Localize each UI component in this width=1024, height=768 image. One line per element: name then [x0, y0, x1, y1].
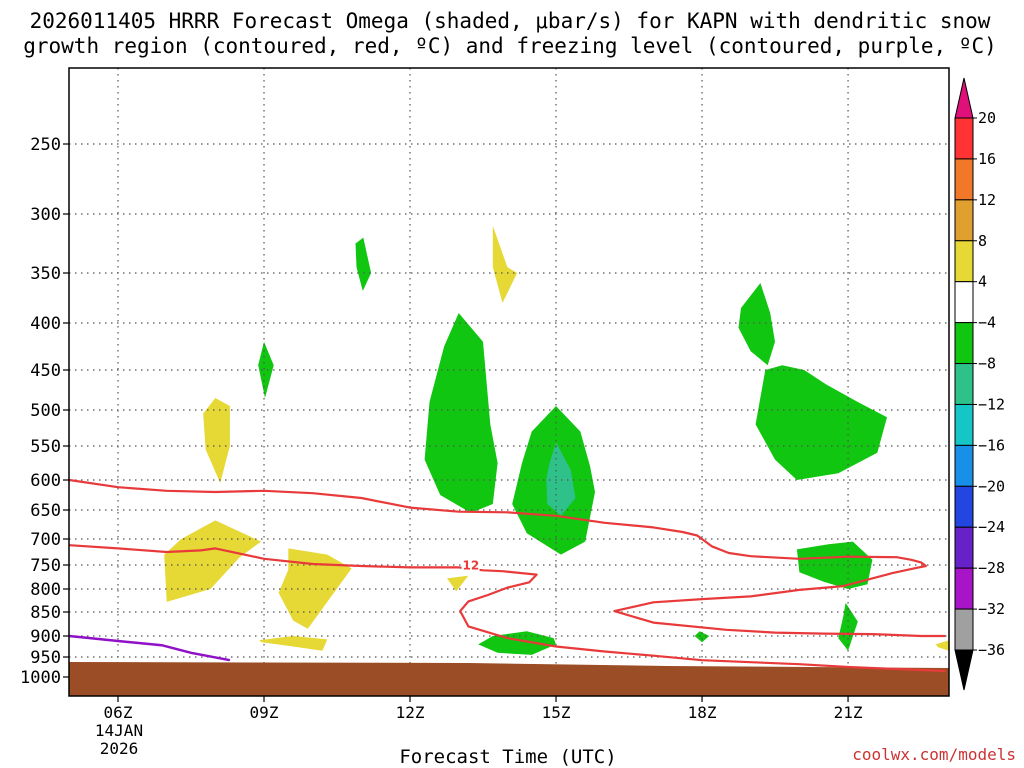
- colorbar-bin-10: [954, 526, 974, 569]
- colorbar-under-triangle: [954, 649, 974, 691]
- colorbar-bin-6: [954, 363, 974, 405]
- colorbar-over-triangle: [954, 77, 974, 119]
- colorbar: [954, 77, 974, 691]
- y-tick-label-850: 850: [30, 603, 61, 623]
- colorbar-bin-1: [954, 158, 974, 201]
- x-tick-label-21Z: 21Z: [834, 703, 863, 722]
- colorbar-label-8: −16: [978, 436, 1005, 454]
- dgz-contour-1: [69, 544, 946, 673]
- date-label-day: 14JAN: [95, 721, 143, 740]
- plot-area: 12: [68, 67, 950, 697]
- y-tick-label-600: 600: [30, 471, 61, 491]
- omega-region-1: [258, 341, 274, 398]
- colorbar-bin-2: [954, 199, 974, 242]
- omega-region-17: [935, 640, 949, 651]
- colorbar-label-2: 12: [978, 191, 996, 209]
- freezing-level-contour: [69, 634, 231, 662]
- colorbar-bin-5: [954, 322, 974, 365]
- x-tick-label-12Z: 12Z: [396, 703, 425, 722]
- colorbar-bin-3: [954, 240, 974, 283]
- y-tick-label-950: 950: [30, 648, 61, 668]
- omega-region-16: [447, 575, 469, 592]
- x-tick-label-15Z: 15Z: [542, 703, 571, 722]
- chart-title-line-1: 2026011405 HRRR Forecast Omega (shaded, …: [30, 9, 991, 33]
- chart-title-line-2: growth region (contoured, red, ºC) and f…: [23, 34, 997, 58]
- colorbar-label-7: −12: [978, 395, 1005, 413]
- colorbar-bin-11: [954, 567, 974, 610]
- terrain-surface: [69, 662, 949, 696]
- freezing-level-line: [69, 634, 231, 662]
- y-tick-label-1000: 1000: [20, 668, 61, 688]
- y-tick-label-550: 550: [30, 437, 61, 457]
- colorbar-bin-4: [954, 281, 974, 324]
- colorbar-bin-9: [954, 485, 974, 528]
- y-tick-label-800: 800: [30, 580, 61, 600]
- x-tick-label-06Z: 06Z: [104, 703, 133, 722]
- colorbar-labels: 20 16 12 8 4 −4 −8 −12 −16 −20 −24 −28 −32 −36: [973, 109, 1005, 659]
- contour-label: 12: [463, 558, 480, 572]
- omega-region-12: [492, 225, 518, 303]
- colorbar-label-9: −20: [978, 477, 1005, 495]
- date-label-year: 2026: [100, 739, 139, 758]
- omega-region-0: [355, 237, 372, 291]
- credit-text: coolwx.com/models: [852, 745, 1016, 764]
- plot-frame: [68, 67, 950, 697]
- dgz-contour-0: [69, 478, 946, 638]
- y-axis-ticks: 250 300 350 400 450 500 550 600 650 700 750 800 850 9…: [20, 135, 69, 688]
- colorbar-label-10: −24: [978, 518, 1005, 536]
- y-tick-label-450: 450: [30, 361, 61, 381]
- dgz-contours: 12: [69, 478, 946, 673]
- colorbar-label-12: −32: [978, 600, 1005, 618]
- omega-region-9: [478, 631, 556, 655]
- y-tick-label-750: 750: [30, 556, 61, 576]
- omega-region-4: [546, 442, 576, 516]
- colorbar-label-4: 4: [978, 273, 987, 291]
- y-tick-label-300: 300: [30, 205, 61, 225]
- y-tick-label-900: 900: [30, 627, 61, 647]
- colorbar-label-6: −8: [978, 355, 996, 373]
- omega-region-2: [424, 313, 498, 513]
- x-tick-label-18Z: 18Z: [688, 703, 717, 722]
- colorbar-bin-8: [954, 444, 974, 487]
- omega-region-7: [796, 541, 873, 589]
- y-tick-label-500: 500: [30, 401, 61, 421]
- y-tick-label-700: 700: [30, 530, 61, 550]
- omega-region-11: [203, 398, 230, 483]
- colorbar-label-1: 16: [978, 150, 996, 168]
- colorbar-bin-12: [954, 608, 974, 651]
- x-tick-label-09Z: 09Z: [250, 703, 279, 722]
- terrain-fill: [69, 662, 949, 696]
- y-tick-label-350: 350: [30, 264, 61, 284]
- colorbar-bin-7: [954, 403, 974, 446]
- colorbar-label-5: −4: [978, 314, 996, 332]
- colorbar-label-3: 8: [978, 232, 987, 250]
- colorbar-label-0: 20: [978, 109, 996, 127]
- colorbar-label-11: −28: [978, 559, 1005, 577]
- contour-label-bg: [461, 558, 480, 572]
- omega-region-6: [755, 365, 887, 480]
- omega-region-13: [164, 520, 262, 602]
- colorbar-bin-0: [954, 117, 974, 160]
- y-tick-label-650: 650: [30, 501, 61, 521]
- colorbar-label-13: −36: [978, 641, 1005, 659]
- omega-region-5: [738, 283, 775, 366]
- x-axis-label: Forecast Time (UTC): [399, 746, 616, 768]
- y-tick-label-250: 250: [30, 135, 61, 155]
- x-axis-ticks: 06Z 09Z 12Z 15Z 18Z 21Z: [104, 696, 863, 722]
- y-tick-label-400: 400: [30, 314, 61, 334]
- grid-lines: [69, 68, 949, 696]
- omega-region-15: [259, 636, 328, 651]
- omega-region-10: [694, 631, 710, 643]
